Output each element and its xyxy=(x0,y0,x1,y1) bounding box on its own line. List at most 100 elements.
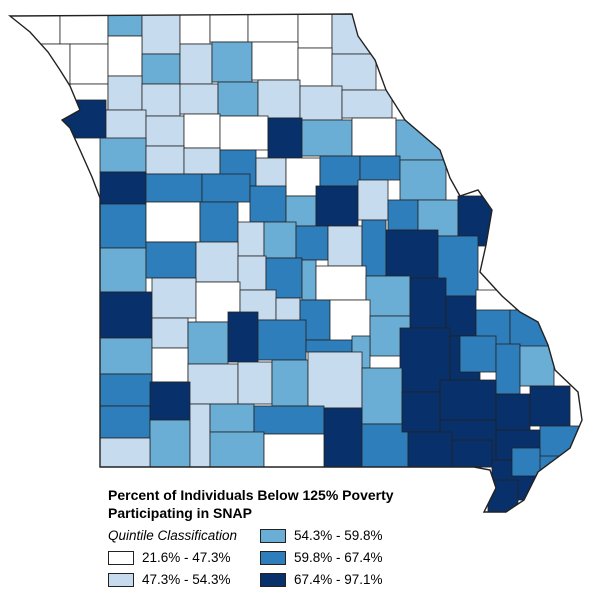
county-region xyxy=(263,433,325,468)
county-region xyxy=(359,155,401,181)
county-region xyxy=(495,343,521,395)
county-region xyxy=(251,41,299,81)
county-region xyxy=(323,407,363,468)
county-region xyxy=(271,359,309,407)
county-region xyxy=(301,259,317,301)
county-region xyxy=(99,247,147,293)
county-region xyxy=(351,117,397,157)
legend-title-line-1: Percent of Individuals Below 125% Povert… xyxy=(108,487,394,503)
county-region xyxy=(319,155,361,187)
county-region xyxy=(307,351,363,409)
county-region xyxy=(189,403,211,468)
county-region xyxy=(183,147,221,175)
county-region xyxy=(357,179,389,221)
legend-item-class-1: 21.6% - 47.3% xyxy=(108,550,231,565)
county-region xyxy=(439,379,497,421)
county-region xyxy=(285,195,317,227)
county-region xyxy=(59,14,109,45)
county-region xyxy=(195,241,239,283)
county-region xyxy=(107,75,143,111)
legend-swatch xyxy=(260,528,286,543)
county-region xyxy=(297,14,333,49)
legend-item-class-3: 54.3% - 59.8% xyxy=(260,528,383,543)
county-region xyxy=(99,171,147,205)
county-region xyxy=(107,35,143,77)
county-region xyxy=(10,43,71,85)
county-region xyxy=(149,381,191,421)
legend-item-class-2: 47.3% - 54.3% xyxy=(108,572,231,587)
county-region xyxy=(151,317,189,349)
county-region xyxy=(179,43,213,85)
county-region xyxy=(145,241,197,279)
county-region xyxy=(529,385,571,427)
county-region xyxy=(299,85,343,121)
legend-label: 47.3% - 54.3% xyxy=(142,572,231,587)
county-region xyxy=(59,99,107,139)
county-region xyxy=(211,41,253,83)
county-region xyxy=(267,117,303,159)
county-region xyxy=(105,109,147,141)
county-region xyxy=(99,373,153,407)
county-region xyxy=(149,419,191,468)
county-region xyxy=(401,391,441,433)
county-region xyxy=(201,173,251,203)
county-region xyxy=(141,14,181,55)
county-region xyxy=(10,83,71,111)
county-region xyxy=(187,363,239,405)
legend-label: 59.8% - 67.4% xyxy=(294,550,383,565)
county-region xyxy=(395,119,447,161)
county-region xyxy=(237,221,265,257)
legend-swatch xyxy=(108,572,134,587)
county-region xyxy=(209,14,249,43)
county-region xyxy=(263,221,297,259)
legend-label: 54.3% - 59.8% xyxy=(294,528,383,543)
legend-subtitle: Quintile Classification xyxy=(108,528,238,543)
legend-title-line-2: Participating in SNAP xyxy=(108,505,252,521)
county-region xyxy=(365,275,411,317)
county-region xyxy=(99,203,147,249)
county-region xyxy=(179,83,219,115)
county-region xyxy=(145,201,201,243)
county-region xyxy=(315,265,367,301)
county-region xyxy=(145,115,185,147)
legend-item-class-4: 59.8% - 67.4% xyxy=(260,550,383,565)
county-region xyxy=(511,447,541,477)
county-region xyxy=(151,347,189,383)
state-outline xyxy=(8,13,583,513)
county-region xyxy=(519,345,555,387)
legend-title: Percent of Individuals Below 125% Povert… xyxy=(108,486,438,522)
county-region xyxy=(10,14,61,45)
county-region xyxy=(387,199,419,231)
county-region xyxy=(385,229,439,279)
county-region xyxy=(361,367,403,425)
county-region xyxy=(99,291,153,339)
county-region xyxy=(107,14,143,37)
county-region xyxy=(99,405,151,439)
county-region xyxy=(99,437,151,468)
county-region xyxy=(209,431,265,468)
county-region xyxy=(445,295,477,337)
county-region xyxy=(249,185,287,223)
county-region xyxy=(361,423,409,468)
county-region xyxy=(183,113,221,149)
county-region xyxy=(253,405,325,435)
county-region xyxy=(141,83,181,117)
county-region xyxy=(187,321,229,365)
county-region xyxy=(141,53,181,85)
county-region xyxy=(305,339,353,353)
county-region xyxy=(295,225,329,261)
county-region xyxy=(199,201,239,243)
county-polygons xyxy=(10,14,581,512)
county-region xyxy=(459,335,497,373)
county-region xyxy=(145,173,203,203)
county-region xyxy=(69,43,109,85)
county-region xyxy=(209,403,255,433)
county-region xyxy=(247,14,299,43)
legend-swatch xyxy=(260,572,286,587)
county-region xyxy=(217,81,259,117)
legend-swatch xyxy=(260,550,286,565)
county-region xyxy=(99,337,153,375)
county-region xyxy=(409,277,447,329)
